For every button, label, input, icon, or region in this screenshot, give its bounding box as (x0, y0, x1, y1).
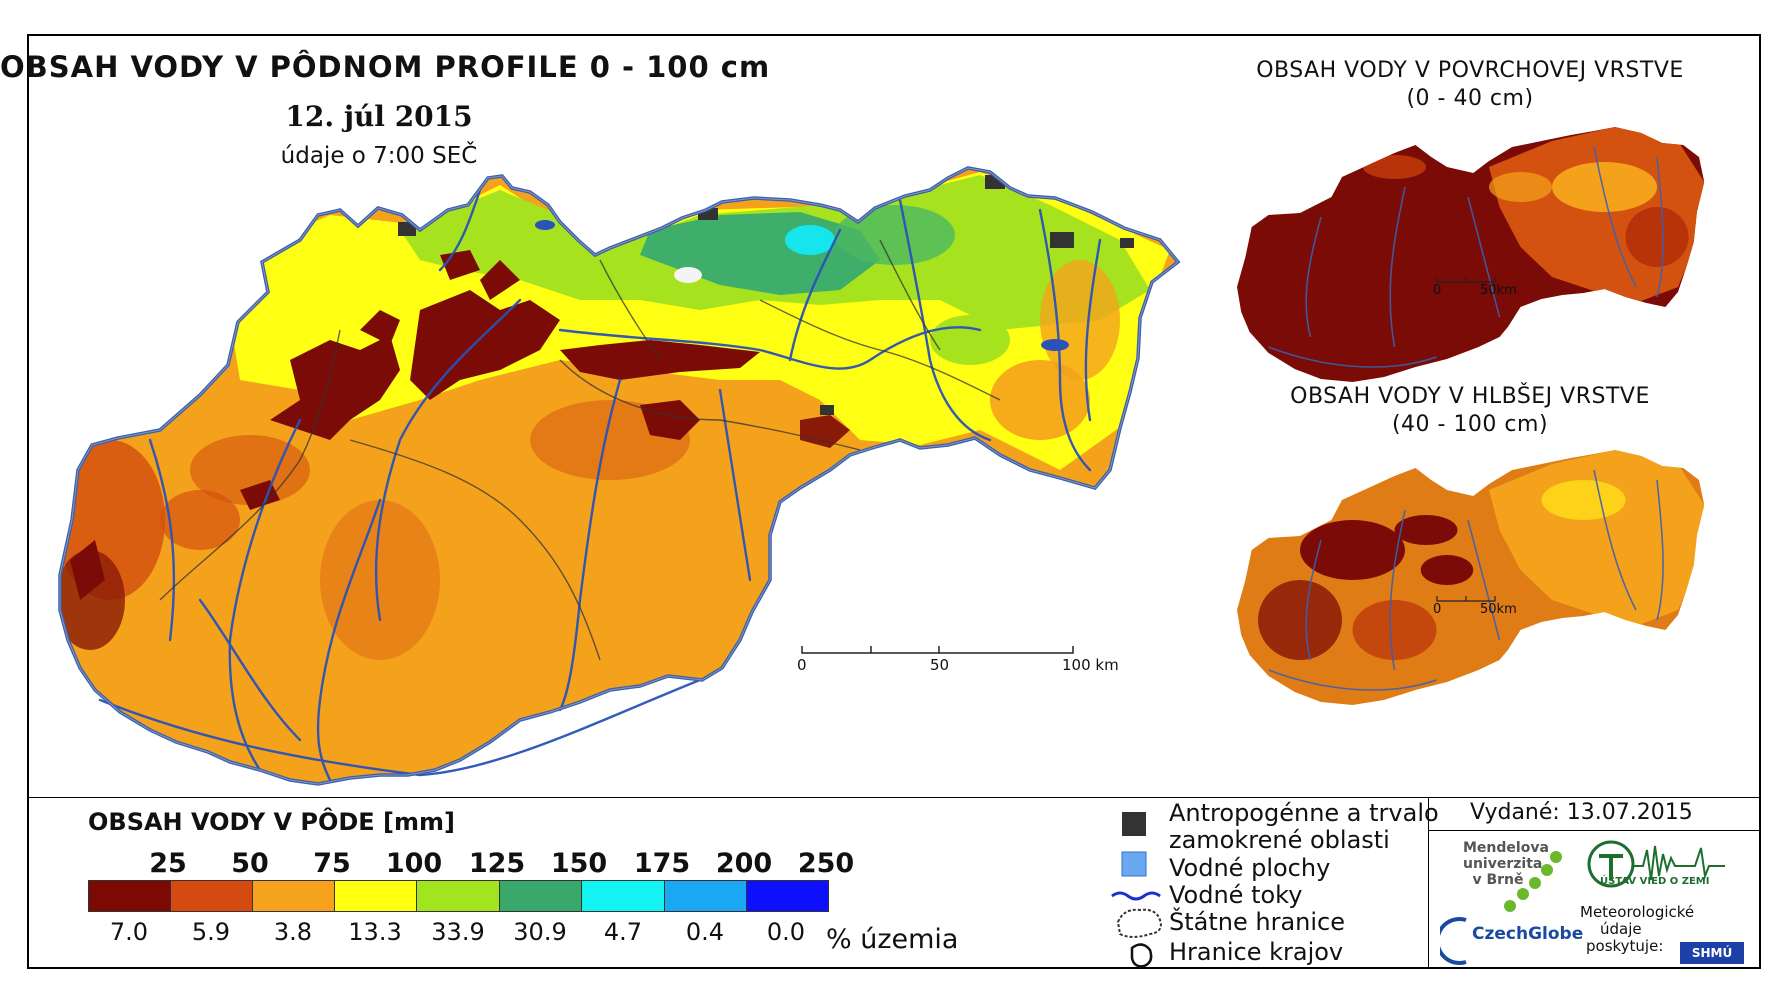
state-border-symbol-icon (1116, 908, 1162, 938)
meteo-line2: údaje (1600, 920, 1642, 938)
river-symbol-icon (1111, 891, 1161, 901)
legend-percent-unit: % územia (826, 924, 959, 955)
mendel-line2: univerzita (1463, 856, 1543, 872)
legend-break-50: 50 (231, 848, 269, 879)
legend-swatch-1 (88, 880, 171, 912)
legend-percent-6: 30.9 (513, 918, 567, 946)
legend-swatch-2 (170, 880, 253, 912)
legend-percent-7: 4.7 (603, 918, 643, 946)
legend-break-250: 250 (797, 848, 855, 879)
main-map-date: 12. júl 2015 (285, 100, 473, 133)
inset-deep-subtitle: (40 - 100 cm) (1391, 412, 1549, 437)
legend-anthropogenic-line1: Antropogénne a trvalo (1169, 799, 1439, 827)
legend-percent-1: 7.0 (109, 918, 149, 946)
mendel-line1: Mendelova (1463, 840, 1549, 856)
legend-swatch-9 (746, 880, 829, 912)
issued-date: Vydané: 13.07.2015 (1470, 800, 1693, 825)
legend-break-25: 25 (149, 848, 187, 879)
legend-percent-2: 5.9 (191, 918, 231, 946)
legend-break-175: 175 (633, 848, 691, 879)
inset-deep-scale-0: 0 (1433, 602, 1442, 617)
main-scale-100: 100 km (1062, 656, 1119, 674)
legend-break-100: 100 (385, 848, 443, 879)
legend-break-150: 150 (550, 848, 608, 879)
uvz-label: ÚSTAV VIED O ZEMI (1600, 876, 1710, 887)
legend-percent-9: 0.0 (766, 918, 806, 946)
inset-surface-scale (1436, 277, 1496, 283)
mendel-logo: Mendelova univerzita v Brně (1463, 840, 1549, 888)
inset-surface-title: OBSAH VODY V POVRCHOVEJ VRSTVE (1256, 58, 1684, 83)
legend-rivers: Vodné toky (1169, 881, 1303, 909)
legend-divider-right (1428, 797, 1429, 969)
legend-break-75: 75 (313, 848, 351, 879)
main-map-title: OBSAH VODY V PÔDNOM PROFILE 0 - 100 cm (0, 50, 771, 84)
legend-anthropogenic-line2: zamokrené oblasti (1169, 826, 1390, 854)
uvz-logo-icon (1587, 840, 1725, 888)
legend-swatch-5 (416, 880, 500, 912)
legend-top-border (27, 797, 1761, 798)
meteo-line1: Meteorologické (1580, 903, 1695, 921)
legend-percent-4: 13.3 (348, 918, 402, 946)
main-map-subtitle: údaje o 7:00 SEČ (280, 143, 478, 169)
anthropogenic-symbol-icon (1122, 812, 1146, 836)
inset-surface-scale-50: 50km (1480, 283, 1517, 298)
legend-water-bodies: Vodné plochy (1169, 854, 1331, 882)
inset-deep-title: OBSAH VODY V HLBŠEJ VRSTVE (1290, 384, 1650, 409)
inset-surface-scale-0: 0 (1433, 283, 1442, 298)
main-scale-bar (801, 646, 1074, 654)
legend-swatch-8 (664, 880, 747, 912)
issued-divider (1428, 830, 1761, 831)
czechglobe-label: CzechGlobe (1472, 924, 1584, 944)
legend-state-border: Štátne hranice (1169, 908, 1345, 936)
inset-deep-map (1237, 450, 1705, 705)
main-scale-50: 50 (930, 656, 950, 674)
legend-swatch-7 (581, 880, 665, 912)
legend-title: OBSAH VODY V PÔDE [mm] (88, 808, 456, 836)
mendel-line3: v Brně (1472, 872, 1524, 888)
region-border-symbol-icon (1130, 943, 1153, 968)
legend-swatch-4 (334, 880, 417, 912)
czechglobe-logo-icon (1440, 851, 1562, 965)
inset-surface-subtitle: (0 - 40 cm) (1406, 86, 1534, 111)
legend-break-200: 200 (715, 848, 773, 879)
inset-deep-scale-50: 50km (1480, 602, 1517, 617)
inset-deep-scale (1436, 596, 1496, 602)
legend-swatch-3 (252, 880, 335, 912)
legend-percent-5: 33.9 (431, 918, 485, 946)
legend-region-border: Hranice krajov (1169, 938, 1344, 966)
symbol-legend-icons (1111, 812, 1162, 968)
legend-percent-3: 3.8 (273, 918, 313, 946)
legend-swatch-6 (499, 880, 582, 912)
main-scale-0: 0 (797, 656, 807, 674)
meteo-provider-text: Meteorologické údaje poskytuje: (1580, 903, 1695, 955)
legend-break-125: 125 (468, 848, 526, 879)
shmu-logo: SHMÚ (1680, 942, 1744, 964)
meteo-line3: poskytuje: (1586, 937, 1664, 955)
water-body-symbol-icon (1121, 851, 1147, 877)
legend-percent-8: 0.4 (685, 918, 725, 946)
inset-surface-map (1237, 127, 1705, 382)
